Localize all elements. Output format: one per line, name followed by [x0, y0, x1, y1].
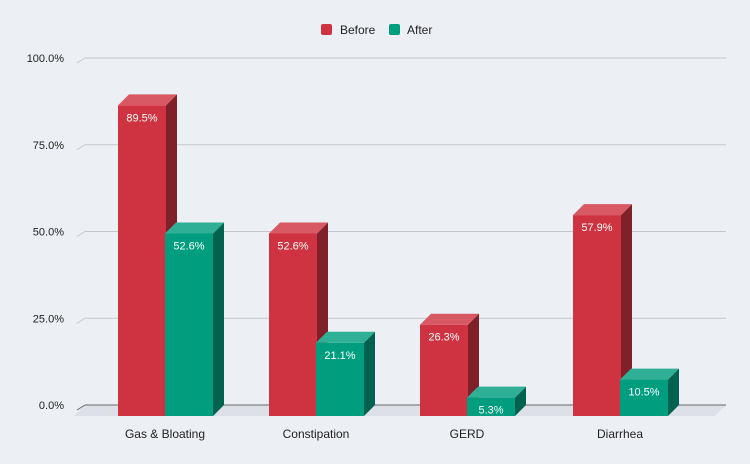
- bar-after-4: 10.5%: [620, 368, 679, 416]
- legend-item-after: After: [389, 23, 432, 37]
- gridline-depth: [76, 231, 86, 237]
- bar-top: [269, 222, 328, 234]
- bar-before-2: 52.6%: [269, 222, 328, 416]
- bar-after-3: 5.3%: [467, 386, 526, 417]
- data-label: 89.5%: [126, 112, 157, 124]
- bar-top: [573, 204, 632, 216]
- bar-front: [118, 105, 166, 416]
- gridline-depth: [76, 317, 86, 324]
- data-label: 21.1%: [324, 350, 355, 362]
- x-tick-label: Gas & Bloating: [125, 427, 205, 441]
- legend-label: Before: [340, 23, 376, 37]
- bar-top: [620, 368, 679, 380]
- legend: Before After: [321, 23, 432, 37]
- gridline-depth: [76, 144, 86, 151]
- gridline-depth: [76, 57, 86, 64]
- data-label: 52.6%: [173, 240, 204, 252]
- x-axis-labels: Gas & Bloating Constipation GERD Diarrhea: [125, 427, 643, 441]
- bar-top: [118, 94, 177, 106]
- gridline-depth: [76, 404, 86, 411]
- floor-top: [74, 405, 726, 416]
- bar-front: [467, 397, 515, 416]
- bar-front: [620, 379, 668, 416]
- y-tick-label: 75.0%: [33, 140, 64, 152]
- data-label: 5.3%: [478, 405, 503, 417]
- x-tick-label: GERD: [450, 427, 485, 441]
- bar-top: [316, 331, 375, 343]
- bar-before-3: 26.3%: [420, 313, 479, 416]
- y-tick-label: 50.0%: [33, 227, 64, 239]
- data-label: 26.3%: [428, 332, 459, 344]
- bar-front: [165, 233, 213, 416]
- legend-item-before: Before: [321, 23, 376, 37]
- chart-floor: [74, 405, 726, 416]
- y-axis-ticks: 0.0% 25.0% 50.0% 75.0% 100.0%: [27, 53, 65, 412]
- bars: 89.5% 52.6% 52.6% 21.1% 26.3% 5.3% 57.9% 10.5%: [118, 94, 679, 417]
- bar-after-2: 21.1%: [316, 331, 375, 416]
- bar-front: [316, 342, 364, 416]
- bar-side: [515, 386, 526, 416]
- x-tick-label: Diarrhea: [597, 427, 643, 441]
- bar-side: [364, 331, 375, 416]
- y-tick-label: 25.0%: [33, 313, 64, 325]
- bar-after-1: 52.6%: [165, 222, 224, 416]
- bar-front: [573, 215, 621, 416]
- legend-swatch: [389, 24, 400, 35]
- bar-side: [213, 222, 224, 416]
- bar-top: [420, 313, 479, 325]
- data-label: 52.6%: [277, 240, 308, 252]
- bar-side: [668, 368, 679, 416]
- y-tick-label: 0.0%: [39, 400, 64, 412]
- bar-front: [269, 233, 317, 416]
- bar-side: [621, 204, 632, 416]
- bar-top: [467, 386, 526, 398]
- y-tick-label: 100.0%: [27, 53, 65, 65]
- bar-before-4: 57.9%: [573, 204, 632, 416]
- bar-front: [420, 324, 468, 416]
- data-label: 57.9%: [581, 222, 612, 234]
- legend-swatch: [321, 24, 332, 35]
- bar-top: [165, 222, 224, 234]
- legend-label: After: [407, 23, 432, 37]
- x-tick-label: Constipation: [283, 427, 350, 441]
- data-label: 10.5%: [628, 387, 659, 399]
